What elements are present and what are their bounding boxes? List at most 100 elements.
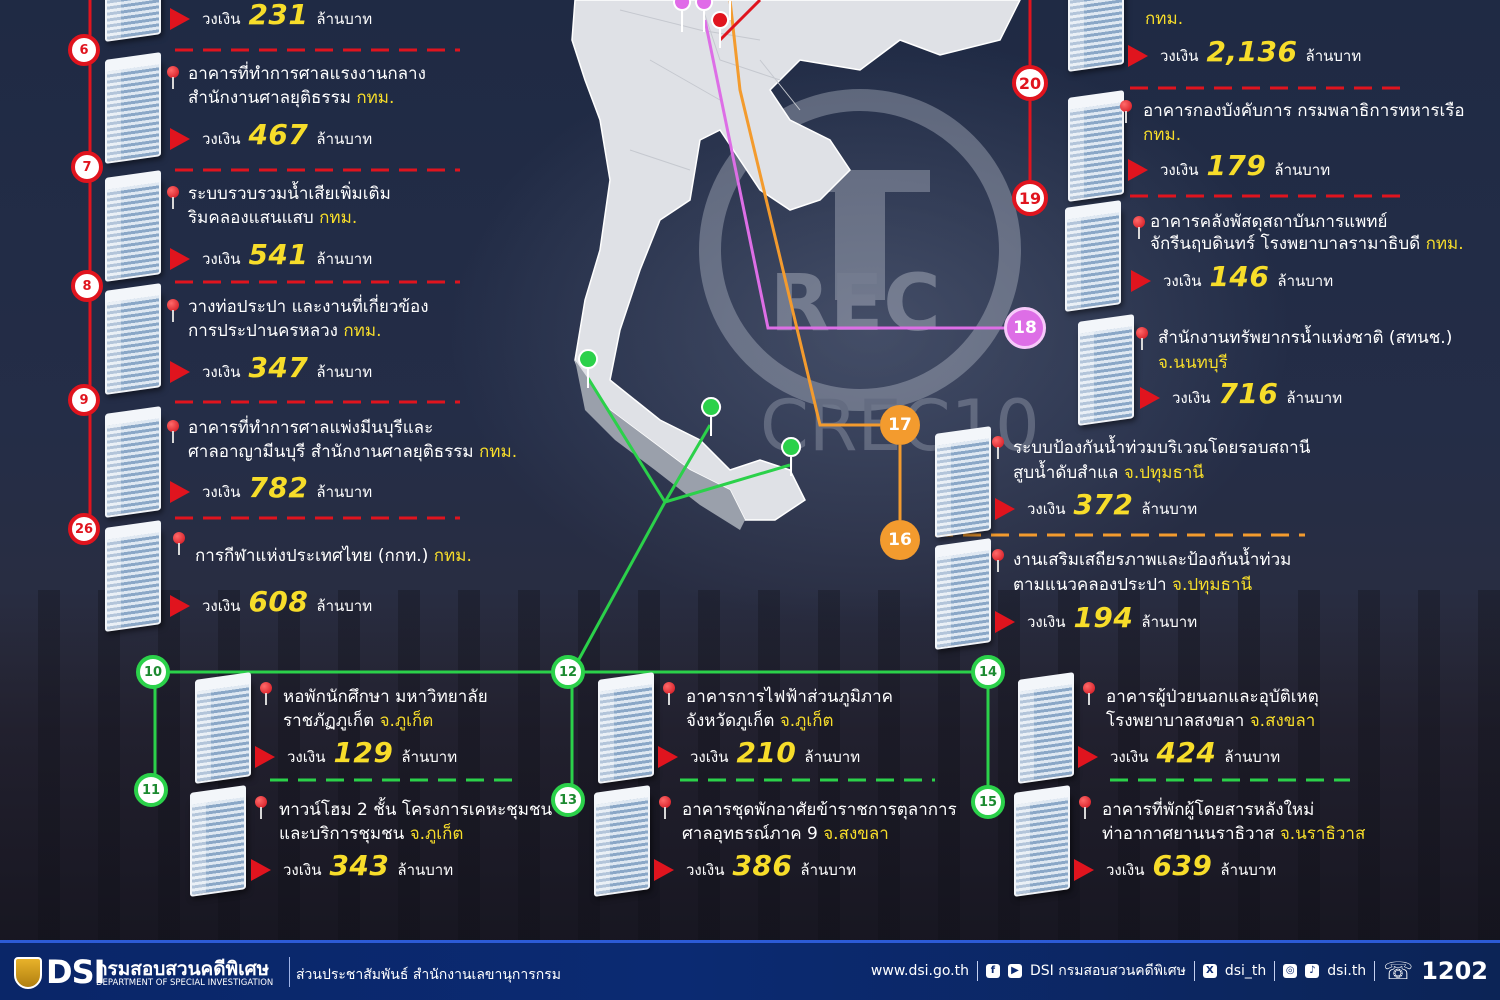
project-number-badge: 9 bbox=[68, 384, 100, 416]
project-subtitle: สำนักงานศาลยุติธรรม กทม. bbox=[188, 87, 394, 109]
building-icon bbox=[594, 793, 650, 897]
facebook-icon[interactable]: f bbox=[985, 964, 1000, 978]
budget-row: วงเงิน 343 ล้านบาท bbox=[251, 849, 453, 882]
unit-name: ส่วนประชาสัมพันธ์ สำนักงานเลขานุการกรม bbox=[296, 967, 562, 983]
project-title-text: อาคารที่ทำการศาลแพ่งมีนบุรีและ bbox=[188, 418, 434, 438]
building-icon bbox=[1078, 322, 1134, 426]
project-subtitle-text: ตามแนวคลองประปา bbox=[1013, 575, 1173, 595]
budget-row: วงเงิน 541 ล้านบาท bbox=[170, 238, 372, 271]
website-link[interactable]: www.dsi.go.th bbox=[870, 963, 969, 979]
x-handle[interactable]: dsi_th bbox=[1224, 963, 1267, 979]
tiktok-handle[interactable]: dsi.th bbox=[1327, 963, 1367, 979]
project-subtitle-text: จังหวัดภูเก็ต bbox=[686, 711, 780, 731]
project-subtitle-text: ราชภัฏภูเก็ต bbox=[283, 711, 380, 731]
project-subtitle: จังหวัดภูเก็ต จ.ภูเก็ต bbox=[686, 710, 834, 732]
project-title: สำนักงานทรัพยากรน้ำแห่งชาติ (สทนช.) bbox=[1158, 327, 1452, 349]
location-pin-icon bbox=[167, 299, 179, 322]
budget-unit: ล้านบาท bbox=[1220, 861, 1277, 879]
location-pin-icon bbox=[173, 532, 185, 555]
project-title-text: ระบบรวบรวมน้ำเสียเพิ่มเติม bbox=[188, 184, 391, 204]
budget-prefix: วงเงิน bbox=[202, 363, 241, 381]
project-number-badge: 19 bbox=[1012, 180, 1048, 216]
budget-prefix: วงเงิน bbox=[1163, 272, 1202, 290]
x-icon[interactable]: X bbox=[1202, 964, 1217, 978]
building-icon bbox=[105, 178, 161, 282]
budget-unit: ล้านบาท bbox=[316, 10, 373, 28]
location-pin-icon bbox=[992, 436, 1004, 459]
project-number-badge: 26 bbox=[68, 513, 100, 545]
budget-row: วงเงิน 639 ล้านบาท bbox=[1074, 849, 1276, 882]
budget-row: วงเงิน 231 ล้านบาท bbox=[170, 0, 372, 31]
arrow-right-icon bbox=[1140, 387, 1160, 409]
project-subtitle-text: จักรีนฤบดินทร์ โรงพยาบาลรามาธิบดี bbox=[1150, 234, 1426, 254]
budget-unit: ล้านบาท bbox=[316, 250, 373, 268]
project-title: วางท่อประปา และงานที่เกี่ยวข้อง bbox=[188, 296, 429, 318]
budget-prefix: วงเงิน bbox=[1110, 748, 1149, 766]
instagram-icon[interactable]: ◎ bbox=[1283, 964, 1298, 978]
budget-row: วงเงิน 782 ล้านบาท bbox=[170, 471, 372, 504]
building-icon bbox=[935, 434, 991, 538]
project-number-badge: 13 bbox=[551, 783, 585, 817]
budget-prefix: วงเงิน bbox=[202, 597, 241, 615]
project-title: อาคารคลังพัสดุสถาบันการแพทย์ bbox=[1150, 211, 1387, 233]
location-pin-icon bbox=[255, 796, 267, 819]
budget-amount: 467 bbox=[248, 118, 309, 151]
project-title: อาคารกองบังคับการ กรมพลาธิการทหารเรือ bbox=[1143, 100, 1465, 122]
project-subtitle: ตามแนวคลองประปา จ.ปทุมธานี bbox=[1013, 574, 1252, 596]
budget-prefix: วงเงิน bbox=[202, 250, 241, 268]
project-title: หอพักนักศึกษา มหาวิทยาลัย bbox=[283, 686, 488, 708]
budget-row: วงเงิน 146 ล้านบาท bbox=[1131, 260, 1333, 293]
project-number-badge: 20 bbox=[1012, 65, 1048, 101]
project-location: กทม. bbox=[343, 321, 382, 341]
project-subtitle: สูบน้ำดับสำแล จ.ปทุมธานี bbox=[1013, 462, 1204, 484]
project-subtitle-text: ท่าอากาศยานนราธิวาส bbox=[1102, 824, 1280, 844]
tiktok-icon[interactable]: ♪ bbox=[1305, 964, 1320, 978]
project-location: จ.ปทุมธานี bbox=[1172, 575, 1253, 595]
project-subtitle-text: การประปานครหลวง bbox=[188, 321, 344, 341]
contact-bar: www.dsi.go.th f ▶ DSI กรมสอบสวนคดีพิเศษ … bbox=[871, 957, 1488, 985]
location-pin-icon bbox=[1133, 216, 1145, 239]
divider bbox=[1374, 961, 1376, 981]
project-title-text: ทาวน์โฮม 2 ชั้น โครงการเคหะชุมชน bbox=[279, 800, 553, 820]
dsi-logo-text: DSI bbox=[46, 953, 106, 991]
footer-bar: DSI กรมสอบสวนคดีพิเศษ DEPARTMENT OF SPEC… bbox=[0, 940, 1500, 1000]
budget-prefix: วงเงิน bbox=[202, 10, 241, 28]
budget-prefix: วงเงิน bbox=[1106, 861, 1145, 879]
location-pin-icon bbox=[659, 796, 671, 819]
location-pin-icon bbox=[1136, 327, 1148, 350]
budget-row: วงเงิน 194 ล้านบาท bbox=[995, 601, 1197, 634]
project-title-text: อาคารชุดพักอาศัยข้าราชการตุลาการ bbox=[682, 800, 957, 820]
building-icon bbox=[598, 680, 654, 784]
project-title-text: วางท่อประปา และงานที่เกี่ยวข้อง bbox=[188, 297, 429, 317]
project-title-text: สำนักงานทรัพยากรน้ำแห่งชาติ (สทนช.) bbox=[1158, 328, 1453, 348]
project-title: อาคารที่ทำการศาลแรงงานกลาง bbox=[188, 63, 426, 85]
project-subtitle-text: สูบน้ำดับสำแล bbox=[1013, 463, 1124, 483]
project-subtitle: และบริการชุมชน จ.ภูเก็ต bbox=[279, 823, 463, 845]
project-title: การกีฬาแห่งประเทศไทย (กกท.) กทม. bbox=[195, 545, 472, 567]
project-title: ทาวน์โฮม 2 ชั้น โครงการเคหะชุมชน bbox=[279, 799, 552, 821]
budget-unit: ล้านบาท bbox=[800, 861, 857, 879]
youtube-icon[interactable]: ▶ bbox=[1007, 964, 1022, 978]
project-subtitle-text: และบริการชุมชน bbox=[279, 824, 410, 844]
arrow-right-icon bbox=[255, 746, 275, 768]
hotline-number[interactable]: 1202 bbox=[1421, 957, 1488, 985]
building-icon bbox=[195, 680, 251, 784]
project-title-text: ระบบป้องกันน้ำท่วมบริเวณโดยรอบสถานี bbox=[1013, 438, 1311, 458]
project-location: กทม. bbox=[356, 88, 395, 108]
org-name-en: DEPARTMENT OF SPECIAL INVESTIGATION bbox=[96, 978, 274, 988]
project-number-badge: 17 bbox=[880, 405, 920, 445]
arrow-right-icon bbox=[658, 746, 678, 768]
project-title: อาคารชุดพักอาศัยข้าราชการตุลาการ bbox=[682, 799, 957, 821]
project-title-text: อาคารคลังพัสดุสถาบันการแพทย์ bbox=[1150, 212, 1388, 232]
location-pin-icon bbox=[167, 66, 179, 89]
project-subtitle: จักรีนฤบดินทร์ โรงพยาบาลรามาธิบดี กทม. bbox=[1150, 233, 1464, 255]
project-number-badge: 8 bbox=[71, 270, 103, 302]
location-pin-icon bbox=[992, 549, 1004, 572]
project-number-badge: 16 bbox=[880, 520, 920, 560]
social-name[interactable]: DSI กรมสอบสวนคดีพิเศษ bbox=[1029, 963, 1186, 979]
project-title: อาคารผู้ป่วยนอกและอุบัติเหตุ bbox=[1106, 686, 1319, 708]
budget-unit: ล้านบาท bbox=[316, 483, 373, 501]
budget-amount: 372 bbox=[1073, 488, 1134, 521]
budget-unit: ล้านบาท bbox=[1274, 161, 1331, 179]
project-title-text: หอพักนักศึกษา มหาวิทยาลัย bbox=[283, 687, 488, 707]
